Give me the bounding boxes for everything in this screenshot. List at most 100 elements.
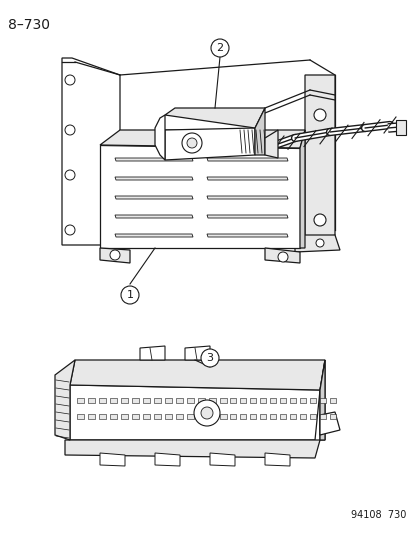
Polygon shape bbox=[187, 414, 194, 419]
Polygon shape bbox=[70, 385, 319, 440]
Circle shape bbox=[121, 286, 139, 304]
Polygon shape bbox=[319, 414, 325, 419]
Circle shape bbox=[277, 252, 287, 262]
Polygon shape bbox=[209, 453, 235, 466]
Polygon shape bbox=[279, 414, 285, 419]
Polygon shape bbox=[219, 398, 226, 403]
Polygon shape bbox=[219, 414, 226, 419]
Polygon shape bbox=[206, 196, 287, 199]
Polygon shape bbox=[309, 414, 315, 419]
Polygon shape bbox=[299, 414, 305, 419]
Circle shape bbox=[65, 170, 75, 180]
Polygon shape bbox=[100, 248, 130, 263]
Polygon shape bbox=[230, 414, 235, 419]
Polygon shape bbox=[240, 414, 245, 419]
Circle shape bbox=[315, 239, 323, 247]
Polygon shape bbox=[319, 360, 324, 440]
Polygon shape bbox=[142, 398, 150, 403]
Polygon shape bbox=[395, 120, 405, 135]
Polygon shape bbox=[264, 248, 299, 263]
Polygon shape bbox=[259, 414, 266, 419]
Text: 8–730: 8–730 bbox=[8, 18, 50, 32]
Polygon shape bbox=[206, 177, 287, 180]
Polygon shape bbox=[206, 234, 287, 237]
Polygon shape bbox=[289, 414, 295, 419]
Polygon shape bbox=[121, 414, 128, 419]
Polygon shape bbox=[206, 215, 287, 218]
Polygon shape bbox=[115, 215, 192, 218]
Polygon shape bbox=[309, 398, 315, 403]
Polygon shape bbox=[165, 128, 254, 160]
Polygon shape bbox=[264, 130, 277, 158]
Polygon shape bbox=[176, 398, 183, 403]
Polygon shape bbox=[121, 398, 128, 403]
Polygon shape bbox=[294, 235, 339, 252]
Polygon shape bbox=[154, 414, 161, 419]
Polygon shape bbox=[230, 398, 235, 403]
Polygon shape bbox=[176, 414, 183, 419]
Text: 1: 1 bbox=[126, 290, 133, 300]
Polygon shape bbox=[110, 414, 117, 419]
Polygon shape bbox=[70, 360, 324, 390]
Polygon shape bbox=[319, 398, 325, 403]
Circle shape bbox=[182, 133, 202, 153]
Text: 3: 3 bbox=[206, 353, 213, 363]
Polygon shape bbox=[88, 398, 95, 403]
Polygon shape bbox=[154, 453, 180, 466]
Polygon shape bbox=[206, 158, 287, 161]
Polygon shape bbox=[299, 398, 305, 403]
Circle shape bbox=[187, 138, 197, 148]
Circle shape bbox=[313, 109, 325, 121]
Circle shape bbox=[194, 400, 219, 426]
Polygon shape bbox=[154, 398, 161, 403]
Polygon shape bbox=[132, 414, 139, 419]
Polygon shape bbox=[77, 414, 84, 419]
Circle shape bbox=[110, 250, 120, 260]
Polygon shape bbox=[142, 414, 150, 419]
Polygon shape bbox=[132, 398, 139, 403]
Polygon shape bbox=[99, 414, 106, 419]
Polygon shape bbox=[154, 115, 165, 160]
Polygon shape bbox=[165, 414, 171, 419]
Polygon shape bbox=[165, 108, 264, 128]
Circle shape bbox=[313, 214, 325, 226]
Circle shape bbox=[211, 39, 228, 57]
Polygon shape bbox=[115, 177, 192, 180]
Polygon shape bbox=[140, 346, 165, 360]
Polygon shape bbox=[329, 414, 335, 419]
Polygon shape bbox=[209, 398, 216, 403]
Circle shape bbox=[201, 349, 218, 367]
Polygon shape bbox=[197, 398, 204, 403]
Polygon shape bbox=[100, 130, 304, 148]
Polygon shape bbox=[264, 453, 289, 466]
Polygon shape bbox=[100, 145, 299, 248]
Polygon shape bbox=[110, 398, 117, 403]
Polygon shape bbox=[254, 108, 264, 155]
Circle shape bbox=[65, 225, 75, 235]
Polygon shape bbox=[259, 398, 266, 403]
Polygon shape bbox=[319, 412, 339, 435]
Polygon shape bbox=[55, 360, 75, 440]
Polygon shape bbox=[185, 346, 209, 360]
Polygon shape bbox=[249, 398, 255, 403]
Circle shape bbox=[65, 125, 75, 135]
Polygon shape bbox=[165, 398, 171, 403]
Polygon shape bbox=[249, 414, 255, 419]
Polygon shape bbox=[299, 130, 304, 248]
Polygon shape bbox=[65, 440, 319, 458]
Text: 94108  730: 94108 730 bbox=[350, 510, 405, 520]
Polygon shape bbox=[115, 196, 192, 199]
Polygon shape bbox=[304, 75, 334, 248]
Polygon shape bbox=[88, 414, 95, 419]
Polygon shape bbox=[99, 398, 106, 403]
Polygon shape bbox=[209, 414, 216, 419]
Text: 2: 2 bbox=[216, 43, 223, 53]
Polygon shape bbox=[289, 398, 295, 403]
Polygon shape bbox=[240, 398, 245, 403]
Circle shape bbox=[201, 407, 212, 419]
Polygon shape bbox=[115, 234, 192, 237]
Polygon shape bbox=[62, 58, 120, 245]
Polygon shape bbox=[100, 453, 125, 466]
Polygon shape bbox=[115, 158, 192, 161]
Polygon shape bbox=[269, 398, 275, 403]
